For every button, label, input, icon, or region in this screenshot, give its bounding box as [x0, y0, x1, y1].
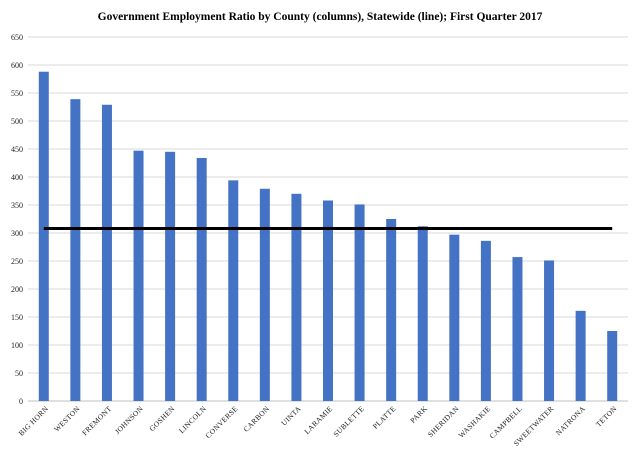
y-tick-label: 550	[11, 89, 23, 98]
bar	[449, 234, 460, 401]
y-tick-label: 150	[11, 313, 23, 322]
y-tick-label: 600	[11, 61, 23, 70]
x-tick-label: WESTON	[52, 404, 82, 434]
bar	[575, 310, 586, 401]
y-tick-label: 400	[11, 173, 23, 182]
x-tick-label: FREMONT	[80, 404, 113, 437]
bar	[354, 204, 365, 401]
bar	[323, 200, 333, 401]
x-tick-label: CARBON	[242, 404, 272, 434]
bar	[512, 257, 523, 401]
y-tick-label: 350	[11, 201, 23, 210]
y-tick-label: 650	[11, 33, 23, 42]
bar	[480, 240, 491, 401]
y-tick-label: 0	[19, 397, 23, 406]
x-tick-label: CONVERSE	[204, 404, 240, 440]
bar	[101, 104, 112, 401]
x-tick-label: PLATTE	[371, 404, 398, 431]
bar	[259, 188, 270, 401]
bar	[417, 226, 428, 401]
bar	[165, 151, 176, 401]
bar	[38, 71, 49, 401]
chart-title: Government Employment Ratio by County (c…	[98, 11, 543, 23]
x-tick-label: NATRONA	[554, 404, 587, 437]
y-tick-label: 50	[15, 369, 23, 378]
x-tick-label: TETON	[594, 404, 619, 429]
bar	[291, 193, 302, 401]
y-tick-label: 250	[11, 257, 23, 266]
bar	[133, 150, 144, 401]
x-tick-label: UINTA	[279, 404, 303, 428]
x-tick-label: PARK	[408, 404, 429, 425]
x-tick-label: SUBLETTE	[331, 404, 366, 439]
x-tick-label: JOHNSON	[113, 404, 145, 436]
bar	[228, 180, 239, 401]
bar	[70, 99, 81, 401]
x-tick-label: LINCOLN	[177, 404, 208, 435]
bar	[607, 331, 618, 401]
y-tick-label: 450	[11, 145, 23, 154]
y-tick-label: 100	[11, 341, 23, 350]
y-tick-label: 200	[11, 285, 23, 294]
bars	[38, 71, 618, 401]
y-axis-ticks: 0 50 100 150 200 250 300 350 400 450 500 550 600 650	[11, 33, 23, 406]
x-tick-label: GOSHEN	[147, 404, 176, 433]
bar	[544, 260, 555, 401]
x-tick-label: LARAMIE	[302, 404, 334, 436]
bar	[196, 157, 207, 401]
bar	[386, 219, 397, 401]
y-tick-label: 500	[11, 117, 23, 126]
x-tick-label: BIG HORN	[17, 404, 51, 438]
y-tick-label: 300	[11, 229, 23, 238]
